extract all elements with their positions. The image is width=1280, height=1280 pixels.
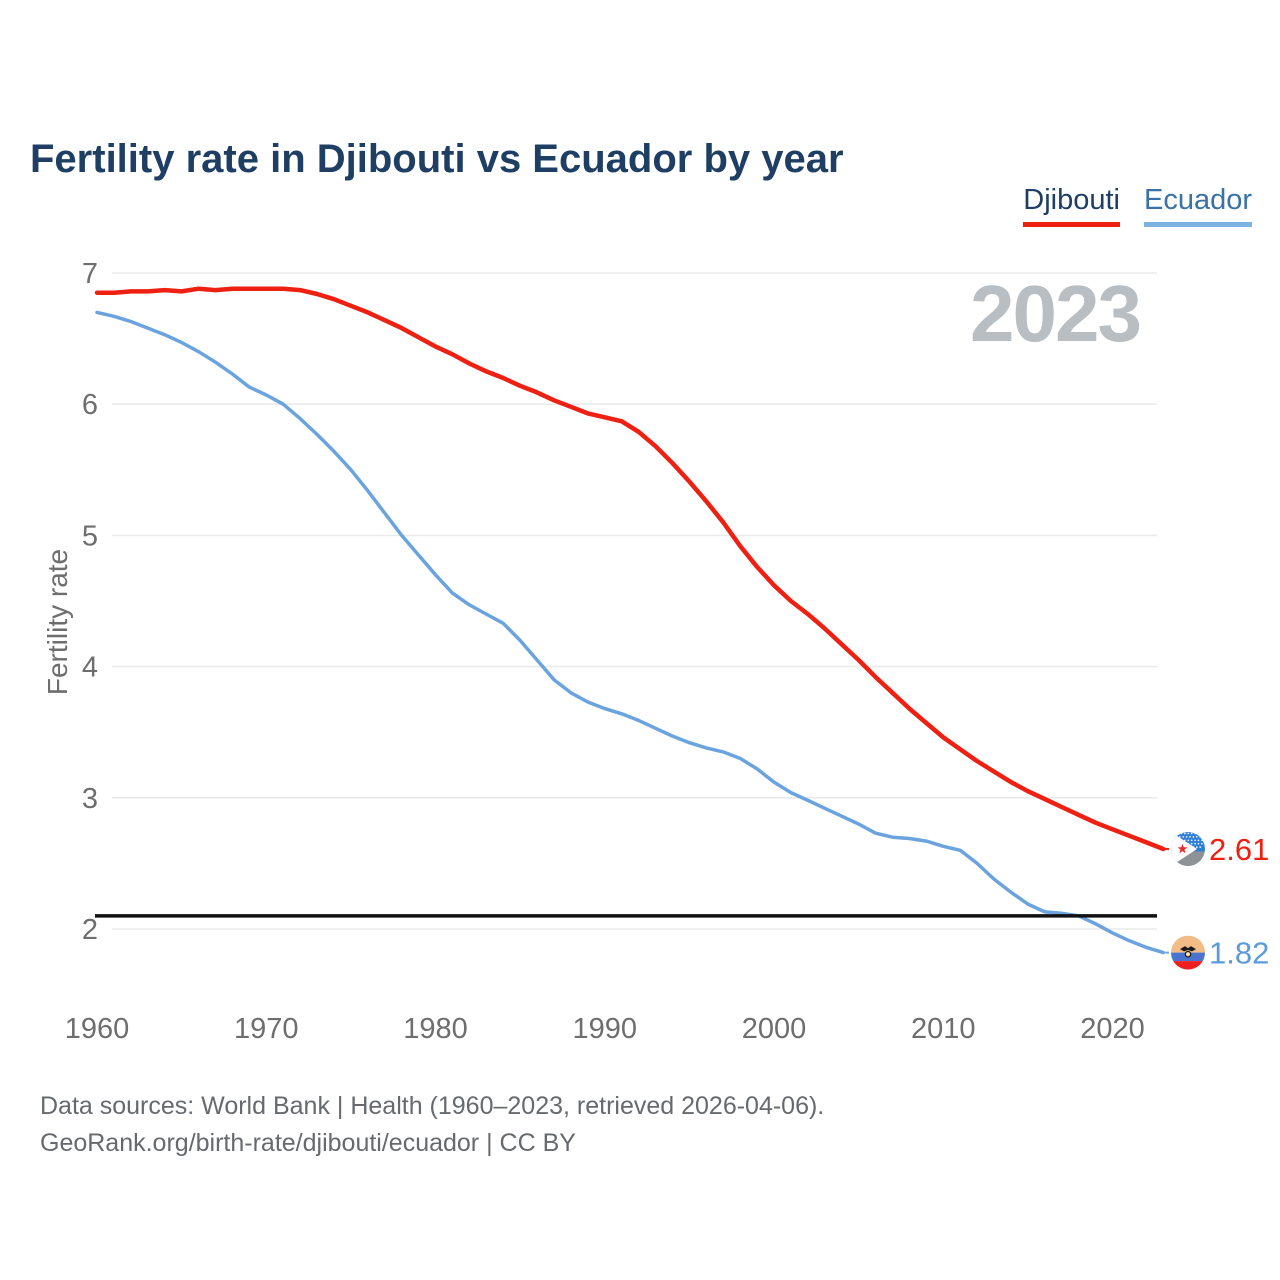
- legend-item-djibouti[interactable]: Djibouti: [1023, 184, 1120, 227]
- y-tick-label: 6: [82, 389, 98, 421]
- chart-title: Fertility rate in Djibouti vs Ecuador by…: [30, 136, 844, 181]
- end-value-djibouti: 2.61: [1209, 832, 1269, 867]
- y-tick-label: 4: [82, 652, 98, 684]
- x-tick-label: 2010: [911, 1013, 976, 1045]
- footer-sources-line: Data sources: World Bank | Health (1960–…: [40, 1092, 825, 1120]
- flag-ecuador-icon: [1171, 935, 1205, 970]
- end-value-ecuador: 1.82: [1209, 936, 1269, 971]
- x-tick-label: 2000: [742, 1013, 807, 1045]
- x-tick-label: 1960: [65, 1013, 130, 1045]
- x-tick-label: 1970: [234, 1013, 299, 1045]
- legend-item-ecuador[interactable]: Ecuador: [1143, 184, 1252, 227]
- y-tick-label: 7: [82, 258, 98, 290]
- footer: Data sources: World Bank | Health (1960–…: [40, 1088, 824, 1162]
- legend: Djibouti Ecuador: [1023, 184, 1252, 227]
- footer-attribution-line: GeoRank.org/birth-rate/djibouti/ecuador …: [40, 1129, 576, 1157]
- series-line-ecuador[interactable]: [95, 310, 1166, 955]
- series-line-djibouti[interactable]: [94, 286, 1166, 852]
- y-tick-label: 3: [82, 783, 98, 815]
- flag-djibouti-icon: [1171, 832, 1205, 866]
- x-tick-label: 1980: [403, 1013, 468, 1045]
- y-tick-label: 2: [82, 914, 98, 946]
- y-tick-label: 5: [82, 520, 98, 552]
- watermark-year: 2023: [970, 269, 1142, 358]
- x-tick-label: 1990: [572, 1013, 637, 1045]
- x-tick-label: 2020: [1080, 1013, 1145, 1045]
